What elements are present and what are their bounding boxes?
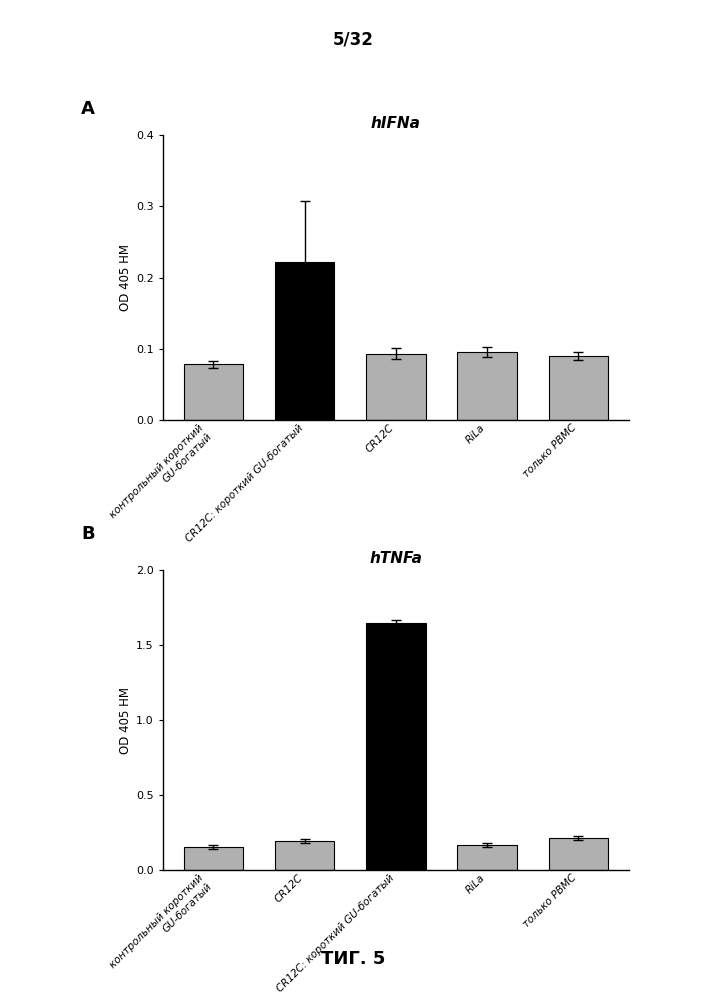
Bar	[549, 356, 608, 420]
Bar	[549, 838, 608, 870]
Bar	[184, 364, 243, 420]
Bar	[275, 841, 334, 870]
Bar	[184, 847, 243, 870]
Bar	[457, 845, 517, 870]
Text: 5/32: 5/32	[333, 30, 374, 48]
Text: B: B	[81, 525, 95, 543]
Bar	[275, 262, 334, 420]
Bar	[366, 354, 426, 420]
Text: ΤИГ. 5: ΤИГ. 5	[321, 950, 386, 968]
Y-axis label: OD 405 НМ: OD 405 НМ	[119, 244, 132, 311]
Y-axis label: OD 405 НМ: OD 405 НМ	[119, 686, 132, 754]
Title: hIFNa: hIFNa	[371, 116, 421, 131]
Bar	[366, 622, 426, 870]
Text: A: A	[81, 100, 95, 118]
Title: hTNFa: hTNFa	[370, 551, 422, 566]
Bar	[457, 352, 517, 420]
